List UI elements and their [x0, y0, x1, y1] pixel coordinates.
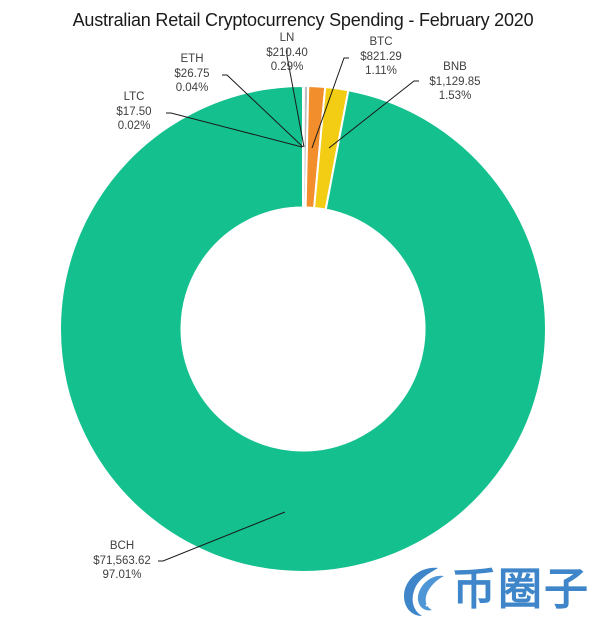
- data-label-ltc: LTC $17.50 0.02%: [104, 90, 164, 134]
- label-value: $17.50: [116, 105, 152, 118]
- label-name: BTC: [369, 36, 393, 48]
- label-name: LN: [279, 32, 295, 44]
- label-value: $26.75: [174, 67, 210, 80]
- data-label-ln: LN $210.40 0.29%: [256, 31, 318, 75]
- donut-slices: [59, 84, 547, 573]
- label-percent: 0.29%: [270, 61, 304, 73]
- label-percent: 0.02%: [117, 120, 151, 132]
- leader-lines: [158, 48, 419, 562]
- leader-line-bch: [158, 511, 286, 562]
- label-value: $71,563.62: [93, 554, 151, 567]
- label-name: LTC: [123, 91, 145, 103]
- label-name: BCH: [109, 540, 135, 552]
- leader-line-ln: [286, 48, 305, 148]
- swirl-logo-icon: [404, 567, 445, 616]
- leader-line-eth: [222, 74, 304, 148]
- chart-title: Australian Retail Cryptocurrency Spendin…: [72, 10, 534, 30]
- leader-line-bnb: [328, 80, 419, 149]
- data-label-btc: BTC $821.29 1.11%: [350, 35, 412, 79]
- watermark-logo: 币圈子: [398, 562, 604, 618]
- label-value: $1,129.85: [429, 75, 481, 88]
- label-name: ETH: [180, 53, 204, 65]
- label-percent: 1.11%: [365, 65, 397, 77]
- label-percent: 1.53%: [438, 90, 472, 102]
- label-percent: 0.04%: [175, 82, 209, 94]
- label-value: $821.29: [360, 50, 402, 63]
- leader-line-btc: [311, 57, 349, 149]
- label-percent: 97.01%: [102, 569, 142, 581]
- leader-line-ltc: [166, 112, 303, 148]
- label-name: BNB: [443, 61, 467, 73]
- watermark-text: 币圈子: [452, 564, 590, 615]
- slice-bch: [59, 84, 547, 573]
- data-label-bnb: BNB $1,129.85 1.53%: [420, 60, 490, 104]
- label-value: $210.40: [266, 46, 308, 59]
- data-label-eth: ETH $26.75 0.04%: [162, 52, 222, 96]
- data-label-bch: BCH $71,563.62 97.01%: [84, 539, 160, 583]
